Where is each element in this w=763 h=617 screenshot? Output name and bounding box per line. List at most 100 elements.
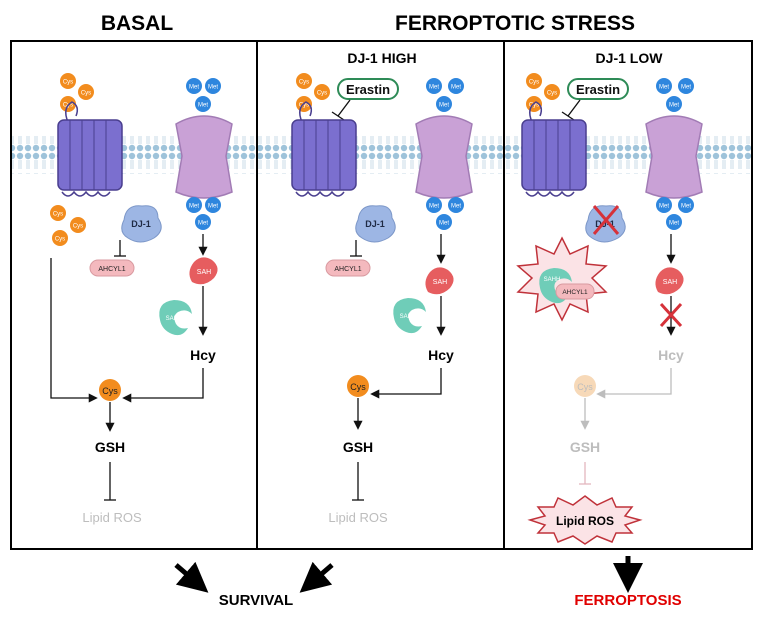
gsh-label: GSH [570,439,600,455]
svg-text:SAHH: SAHH [400,314,417,320]
cystine-transporter [521,101,587,197]
header-dj1-high: DJ-1 HIGH [347,50,416,66]
lipid-ros-label: Lipid ROS [328,510,388,525]
svg-text:Met: Met [189,204,199,210]
erastin-label: Erastin [337,78,399,100]
svg-text:Met: Met [681,85,691,91]
svg-text:Cys: Cys [53,212,63,218]
svg-text:Erastin: Erastin [346,82,390,97]
met-cluster-in: Met Met Met [656,197,694,230]
gsh-label: GSH [95,439,125,455]
svg-text:Erastin: Erastin [576,82,620,97]
sah-molecule: SAH [655,267,684,295]
svg-text:AHCYL1: AHCYL1 [562,289,588,296]
svg-text:DJ-1: DJ-1 [131,219,151,229]
lipid-ros-burst: Lipid ROS [527,495,643,545]
cystine-transporter [57,101,123,197]
met-cluster-out: Met Met Met [426,78,464,112]
svg-text:Met: Met [429,204,439,210]
methionine-channel [175,115,233,199]
methionine-channel [645,115,703,199]
met-cluster-out: Met Met Met [656,78,694,112]
svg-text:SAH: SAH [197,269,211,276]
svg-text:SAH: SAH [663,279,677,286]
svg-text:Cys: Cys [529,103,539,109]
dj1-protein: DJ-1 [355,205,396,243]
ferroptosis-label: FERROPTOSIS [574,592,681,609]
sah-molecule: SAH [189,257,218,285]
svg-text:Met: Met [451,204,461,210]
svg-text:Met: Met [208,204,218,210]
svg-text:Cys: Cys [350,382,366,392]
svg-text:Cys: Cys [81,91,91,97]
svg-text:Met: Met [439,103,449,109]
ahcyl1-protein: AHCYL1 [89,259,135,277]
svg-text:DJ-1: DJ-1 [365,219,385,229]
blocked-cross-icon [659,302,683,328]
svg-text:Cys: Cys [102,386,118,396]
met-cluster-out: Met Met Met [186,78,221,112]
hcy-label: Hcy [658,347,684,363]
survival-label: SURVIVAL [219,592,293,609]
cys-node-faded: Cys [574,375,596,397]
svg-text:Lipid ROS: Lipid ROS [556,514,614,528]
header-dj1-low: DJ-1 LOW [596,50,664,66]
header-basal: BASAL [101,12,174,35]
svg-text:Met: Met [681,204,691,210]
svg-text:Met: Met [189,85,199,91]
svg-text:Cys: Cys [577,382,593,392]
svg-text:Cys: Cys [317,91,327,97]
hcy-label: Hcy [190,347,216,363]
gsh-label: GSH [343,439,373,455]
burst-icon [516,236,608,322]
svg-text:Met: Met [439,221,449,227]
hcy-label: Hcy [428,347,454,363]
svg-text:Cys: Cys [63,80,73,86]
svg-text:SAHH: SAHH [166,316,183,322]
svg-text:Met: Met [198,221,208,227]
panel-dj1-low [503,40,753,550]
svg-text:Met: Met [669,221,679,227]
svg-text:Cys: Cys [55,237,65,243]
svg-text:Met: Met [451,85,461,91]
sahh-enzyme: SAHH [159,300,192,336]
dj1-protein: DJ-1 [121,205,162,243]
svg-text:Cys: Cys [299,103,309,109]
svg-text:AHCYL1: AHCYL1 [334,266,361,273]
panel-dj1-low-content: Cys Cys Cys Erastin Met Met Met Met Met [516,73,703,545]
svg-text:SAHH: SAHH [544,277,561,283]
panel-basal-content: Cys Cys Cys Met Met Met Cys Cys Cys [50,73,233,525]
svg-text:DJ-1: DJ-1 [595,219,615,229]
svg-text:Cys: Cys [547,91,557,97]
panel-dj1-high [256,40,505,550]
lipid-ros-label: Lipid ROS [82,510,142,525]
svg-text:Met: Met [659,85,669,91]
sah-molecule: SAH [425,267,454,295]
cys-node: Cys [99,379,121,401]
svg-text:Met: Met [669,103,679,109]
panel-basal [10,40,258,550]
cystine-transporter [291,101,357,197]
svg-text:Met: Met [659,204,669,210]
methionine-channel [415,115,473,199]
ahcyl1-protein: AHCYL1 [325,259,371,277]
erastin-label: Erastin [567,78,629,100]
dj1-protein-depleted: DJ-1 [585,205,626,243]
svg-text:Cys: Cys [73,224,83,230]
svg-text:Met: Met [198,103,208,109]
met-cluster-in: Met Met Met [186,197,221,230]
met-cluster-in: Met Met Met [426,197,464,230]
cys-node: Cys [347,375,369,397]
svg-text:Cys: Cys [299,80,309,86]
sahh-ahcyl1-complex: SAHH AHCYL1 [516,236,608,322]
survival-arrows [174,561,334,593]
svg-text:SAH: SAH [433,279,447,286]
panel-dj1-high-content: Cys Cys Cys Erastin Met Met Met Met Met [291,73,473,525]
sahh-enzyme: SAHH [393,298,426,334]
svg-text:AHCYL1: AHCYL1 [98,266,125,273]
cys-cluster-in: Cys Cys Cys [50,205,86,246]
header-ferroptotic-stress: FERROPTOTIC STRESS [395,12,635,35]
svg-text:Met: Met [429,85,439,91]
svg-text:Cys: Cys [529,80,539,86]
